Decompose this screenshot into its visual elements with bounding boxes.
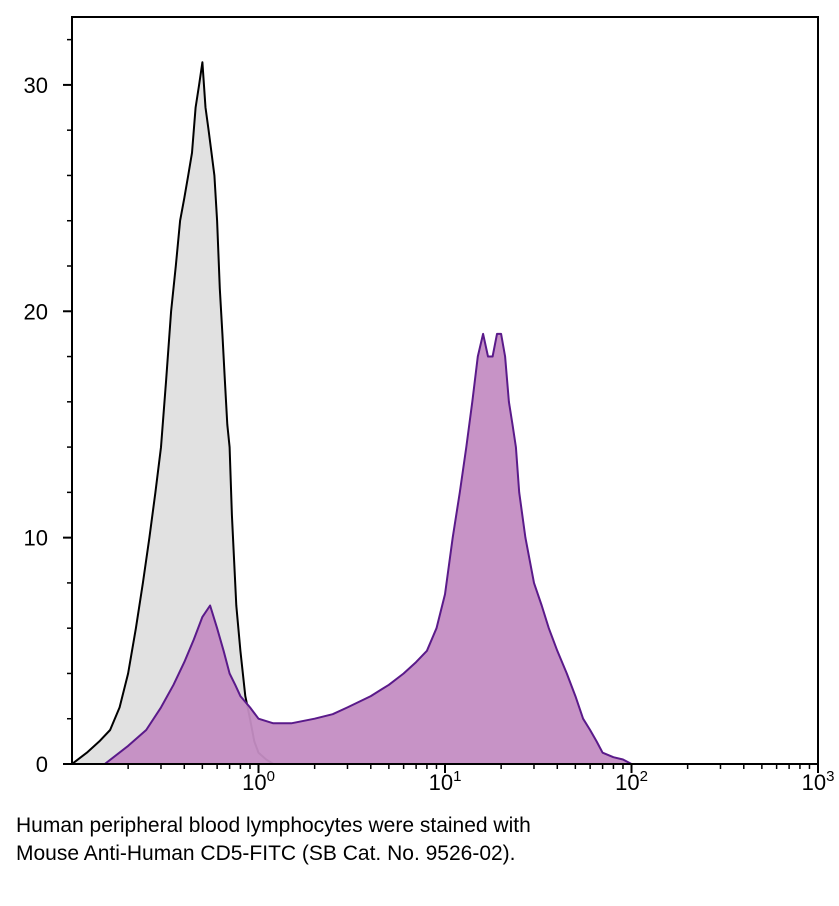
figure-caption: Human peripheral blood lymphocytes were … xyxy=(16,812,816,868)
x-tick-label: 102 xyxy=(615,768,648,795)
histogram-chart: 100 101 102 103 0 10 20 30 xyxy=(24,16,835,795)
axis-layer: 100 101 102 103 0 10 20 30 xyxy=(24,38,835,795)
series-line-2 xyxy=(104,332,632,765)
x-tick-label: 103 xyxy=(802,768,835,795)
y-tick-label: 30 xyxy=(24,73,48,98)
series-area-2 xyxy=(104,333,632,764)
series-area-1 xyxy=(72,62,274,765)
caption-line-1: Human peripheral blood lymphocytes were … xyxy=(16,814,531,837)
x-tick-label: 101 xyxy=(429,768,462,795)
series-line-1 xyxy=(71,61,274,765)
caption-line-2: Mouse Anti-Human CD5-FITC (SB Cat. No. 9… xyxy=(16,842,516,865)
series-layer xyxy=(71,61,632,765)
x-tick-label: 100 xyxy=(242,768,275,795)
y-tick-label: 20 xyxy=(24,299,48,324)
y-tick-label: 10 xyxy=(24,526,48,551)
y-tick-label: 0 xyxy=(36,752,48,777)
